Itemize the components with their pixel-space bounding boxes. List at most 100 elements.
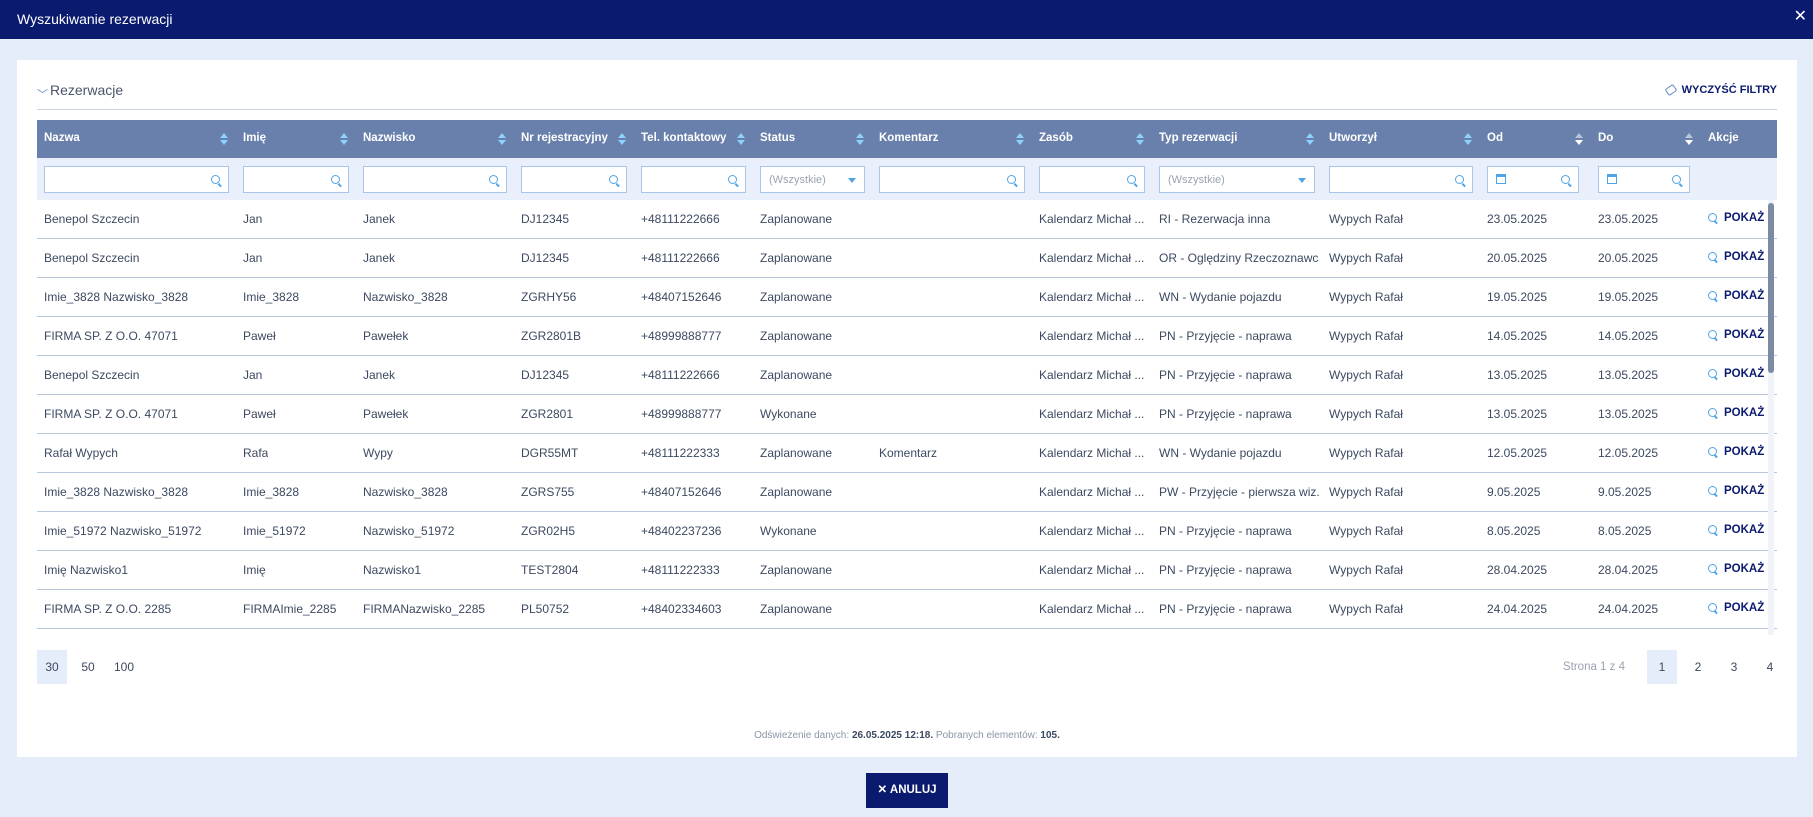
- search-icon[interactable]: [331, 175, 340, 184]
- cell-imie: Paweł: [243, 329, 276, 343]
- table-row[interactable]: Benepol Szczecin Jan Janek DJ12345 +48111222…: [37, 239, 1777, 278]
- sort-icon[interactable]: [498, 132, 506, 145]
- table-row[interactable]: FIRMA SP. Z O.O. 47071 Paweł Pawełek ZGR280…: [37, 395, 1777, 434]
- column-header-utworzyl[interactable]: Utworzył: [1322, 120, 1480, 158]
- show-button-label: POKAŻ: [1724, 524, 1765, 536]
- search-icon[interactable]: [211, 175, 220, 184]
- search-icon[interactable]: [1007, 175, 1016, 184]
- table-row[interactable]: Benepol Szczecin Jan Janek DJ12345 +48111222…: [37, 356, 1777, 395]
- table-row[interactable]: FIRMA SP. Z O.O. 47071 Paweł Pawełek ZGR280…: [37, 317, 1777, 356]
- filter-do[interactable]: [1598, 166, 1690, 193]
- cell-nr: ZGRHY56: [521, 290, 577, 304]
- table-row[interactable]: Imie_3828 Nazwisko_3828 Imie_3828 Nazwisko…: [37, 278, 1777, 317]
- sort-icon[interactable]: [737, 132, 745, 145]
- cell-utworzyl: Wypych Rafał: [1329, 407, 1403, 421]
- sort-icon[interactable]: [856, 132, 864, 145]
- column-header-od[interactable]: Od: [1480, 120, 1591, 158]
- cell-nazwa: Imię Nazwisko1: [44, 563, 129, 577]
- show-button[interactable]: POKAŻ: [1708, 563, 1764, 575]
- show-button[interactable]: POKAŻ: [1708, 446, 1764, 458]
- page-size-50[interactable]: 50: [81, 660, 95, 674]
- cell-tel: +48999888777: [641, 407, 722, 421]
- table-row[interactable]: Benepol Szczecin Jan Janek DJ12345 +48111222…: [37, 200, 1777, 239]
- cell-zasob: Kalendarz Michał ...: [1039, 407, 1145, 421]
- filter-nr[interactable]: [521, 166, 627, 193]
- filter-utworzyl[interactable]: [1329, 166, 1473, 193]
- search-icon[interactable]: [1561, 175, 1570, 184]
- cell-zasob: Kalendarz Michał ...: [1039, 563, 1145, 577]
- filter-imie[interactable]: [243, 166, 349, 193]
- sort-icon[interactable]: [1685, 132, 1693, 145]
- close-icon[interactable]: ✕: [1793, 8, 1807, 25]
- show-button[interactable]: POKAŻ: [1708, 602, 1764, 614]
- show-button[interactable]: POKAŻ: [1708, 524, 1764, 536]
- table-row[interactable]: Imie_51972 Nazwisko_51972 Imie_51972 Nazwi…: [37, 512, 1777, 551]
- clear-filters-button[interactable]: WYCZYŚĆ FILTRY: [1664, 83, 1777, 97]
- filter-zasob[interactable]: [1039, 166, 1145, 193]
- show-button[interactable]: POKAŻ: [1708, 407, 1764, 419]
- sort-icon[interactable]: [1464, 132, 1472, 145]
- table-row[interactable]: Imie_3828 Nazwisko_3828 Imie_3828 Nazwisko…: [37, 473, 1777, 512]
- filter-nazwa[interactable]: [44, 166, 229, 193]
- column-header-status[interactable]: Status: [753, 120, 872, 158]
- show-button[interactable]: POKAŻ: [1708, 368, 1764, 380]
- filter-status-select[interactable]: (Wszystkie): [760, 166, 865, 193]
- cell-od: 24.04.2025: [1487, 602, 1548, 616]
- sort-icon[interactable]: [1136, 132, 1144, 145]
- table-row[interactable]: LIGA OBRONY KRAJUMGZSKOYO98+48Zaplanowan…: [37, 629, 1777, 635]
- filter-tel[interactable]: [641, 166, 746, 193]
- calendar-icon[interactable]: [1496, 174, 1506, 184]
- chevron-down-icon[interactable]: ﹀: [37, 89, 48, 101]
- sort-icon[interactable]: [1016, 132, 1024, 145]
- show-button[interactable]: POKAŻ: [1708, 329, 1764, 341]
- column-header-imie[interactable]: Imię: [236, 120, 356, 158]
- scrollbar-thumb[interactable]: [1768, 203, 1774, 373]
- page-size-30[interactable]: 30: [37, 650, 67, 684]
- sort-icon[interactable]: [618, 132, 626, 145]
- cell-status: Wykonane: [760, 407, 817, 421]
- search-icon[interactable]: [1127, 175, 1136, 184]
- filter-od[interactable]: [1487, 166, 1579, 193]
- sort-icon[interactable]: [1575, 132, 1583, 145]
- search-icon[interactable]: [1455, 175, 1464, 184]
- filter-komentarz[interactable]: [879, 166, 1025, 193]
- page-button-4[interactable]: 4: [1766, 660, 1774, 674]
- calendar-icon[interactable]: [1607, 174, 1617, 184]
- search-icon[interactable]: [728, 175, 737, 184]
- search-icon[interactable]: [489, 175, 498, 184]
- table-row[interactable]: Imię Nazwisko1 Imię Nazwisko1 TEST2804 +4811…: [37, 551, 1777, 590]
- cell-komentarz: Komentarz: [879, 446, 938, 460]
- table-row[interactable]: Rafał Wypych Rafa Wypy DGR55MT +48111222333 Z…: [37, 434, 1777, 473]
- table-row[interactable]: FIRMA SP. Z O.O. 2285 FIRMAImie_2285 FIRMA…: [37, 590, 1777, 629]
- column-header-tel[interactable]: Tel. kontaktowy: [634, 120, 753, 158]
- sort-icon[interactable]: [220, 132, 228, 145]
- column-header-komentarz[interactable]: Komentarz: [872, 120, 1032, 158]
- page-button-3[interactable]: 3: [1730, 660, 1738, 674]
- cell-imie: Imię: [243, 563, 266, 577]
- page-info: Strona 1 z 4: [1562, 661, 1625, 673]
- show-button[interactable]: POKAŻ: [1708, 290, 1764, 302]
- cancel-button[interactable]: ✕ ANULUJ: [866, 773, 948, 808]
- show-button[interactable]: POKAŻ: [1708, 485, 1764, 497]
- column-header-zasob[interactable]: Zasób: [1032, 120, 1152, 158]
- filter-nazwisko[interactable]: [363, 166, 507, 193]
- sort-icon[interactable]: [1306, 132, 1314, 145]
- show-button[interactable]: POKAŻ: [1708, 212, 1764, 224]
- column-header-nazwisko[interactable]: Nazwisko: [356, 120, 514, 158]
- column-header-typ[interactable]: Typ rezerwacji: [1152, 120, 1322, 158]
- column-header-do[interactable]: Do: [1591, 120, 1701, 158]
- page-size-100[interactable]: 100: [113, 660, 135, 674]
- page-button-1[interactable]: 1: [1647, 650, 1677, 684]
- page-button-2[interactable]: 2: [1694, 660, 1702, 674]
- table-scrollbar[interactable]: [1768, 200, 1774, 635]
- column-header-nr[interactable]: Nr rejestracyjny: [514, 120, 634, 158]
- show-button-label: POKAŻ: [1724, 407, 1765, 419]
- search-icon[interactable]: [609, 175, 618, 184]
- column-header-nazwa[interactable]: Nazwa: [37, 120, 236, 158]
- section-header[interactable]: ﹀ Rezerwacje WYCZYŚĆ FILTRY: [37, 80, 1777, 110]
- search-icon[interactable]: [1672, 175, 1681, 184]
- filter-typ-select[interactable]: (Wszystkie): [1159, 166, 1315, 193]
- sort-icon[interactable]: [340, 132, 348, 145]
- show-button[interactable]: POKAŻ: [1708, 251, 1764, 263]
- filter-select-value: (Wszystkie): [769, 174, 826, 186]
